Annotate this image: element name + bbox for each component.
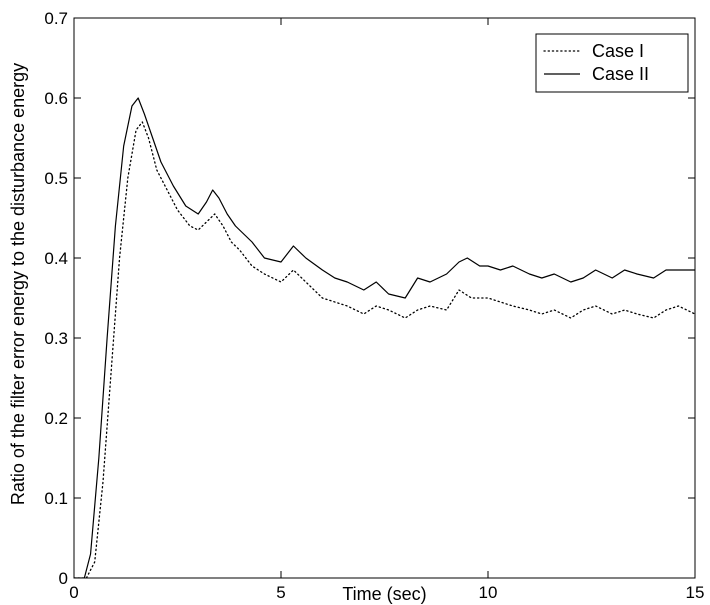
plot-area bbox=[73, 17, 696, 579]
y-tick-label: 0.2 bbox=[44, 409, 68, 428]
y-tick-label: 0.5 bbox=[44, 169, 68, 188]
legend-entry-label: Case II bbox=[592, 64, 649, 84]
axes-layer: 0 5 10 15 0 0.1 0.2 0.3 0.4 0.5 0.6 0.7 bbox=[44, 9, 704, 602]
series-layer bbox=[74, 97, 695, 578]
legend-box bbox=[535, 33, 689, 93]
series-line-2 bbox=[74, 97, 695, 578]
y-tick-label: 0.6 bbox=[44, 89, 68, 108]
y-axis-label: Ratio of the filter error energy to the … bbox=[8, 63, 28, 505]
x-tick-label: 5 bbox=[276, 583, 285, 602]
y-tick-label: 0.4 bbox=[44, 249, 68, 268]
x-tick-label: 15 bbox=[686, 583, 705, 602]
x-axis-label: Time (sec) bbox=[342, 584, 426, 604]
legend-entry-label: Case I bbox=[592, 41, 644, 61]
legend: Case I Case II bbox=[535, 33, 689, 93]
series-line-1 bbox=[74, 121, 695, 578]
x-tick-label: 0 bbox=[69, 583, 78, 602]
y-tick-label: 0 bbox=[59, 569, 68, 588]
plot-frame bbox=[73, 17, 696, 579]
y-tick-label: 0.3 bbox=[44, 329, 68, 348]
y-tick-label: 0.1 bbox=[44, 489, 68, 508]
y-tick-label: 0.7 bbox=[44, 9, 68, 28]
x-tick-label: 10 bbox=[479, 583, 498, 602]
